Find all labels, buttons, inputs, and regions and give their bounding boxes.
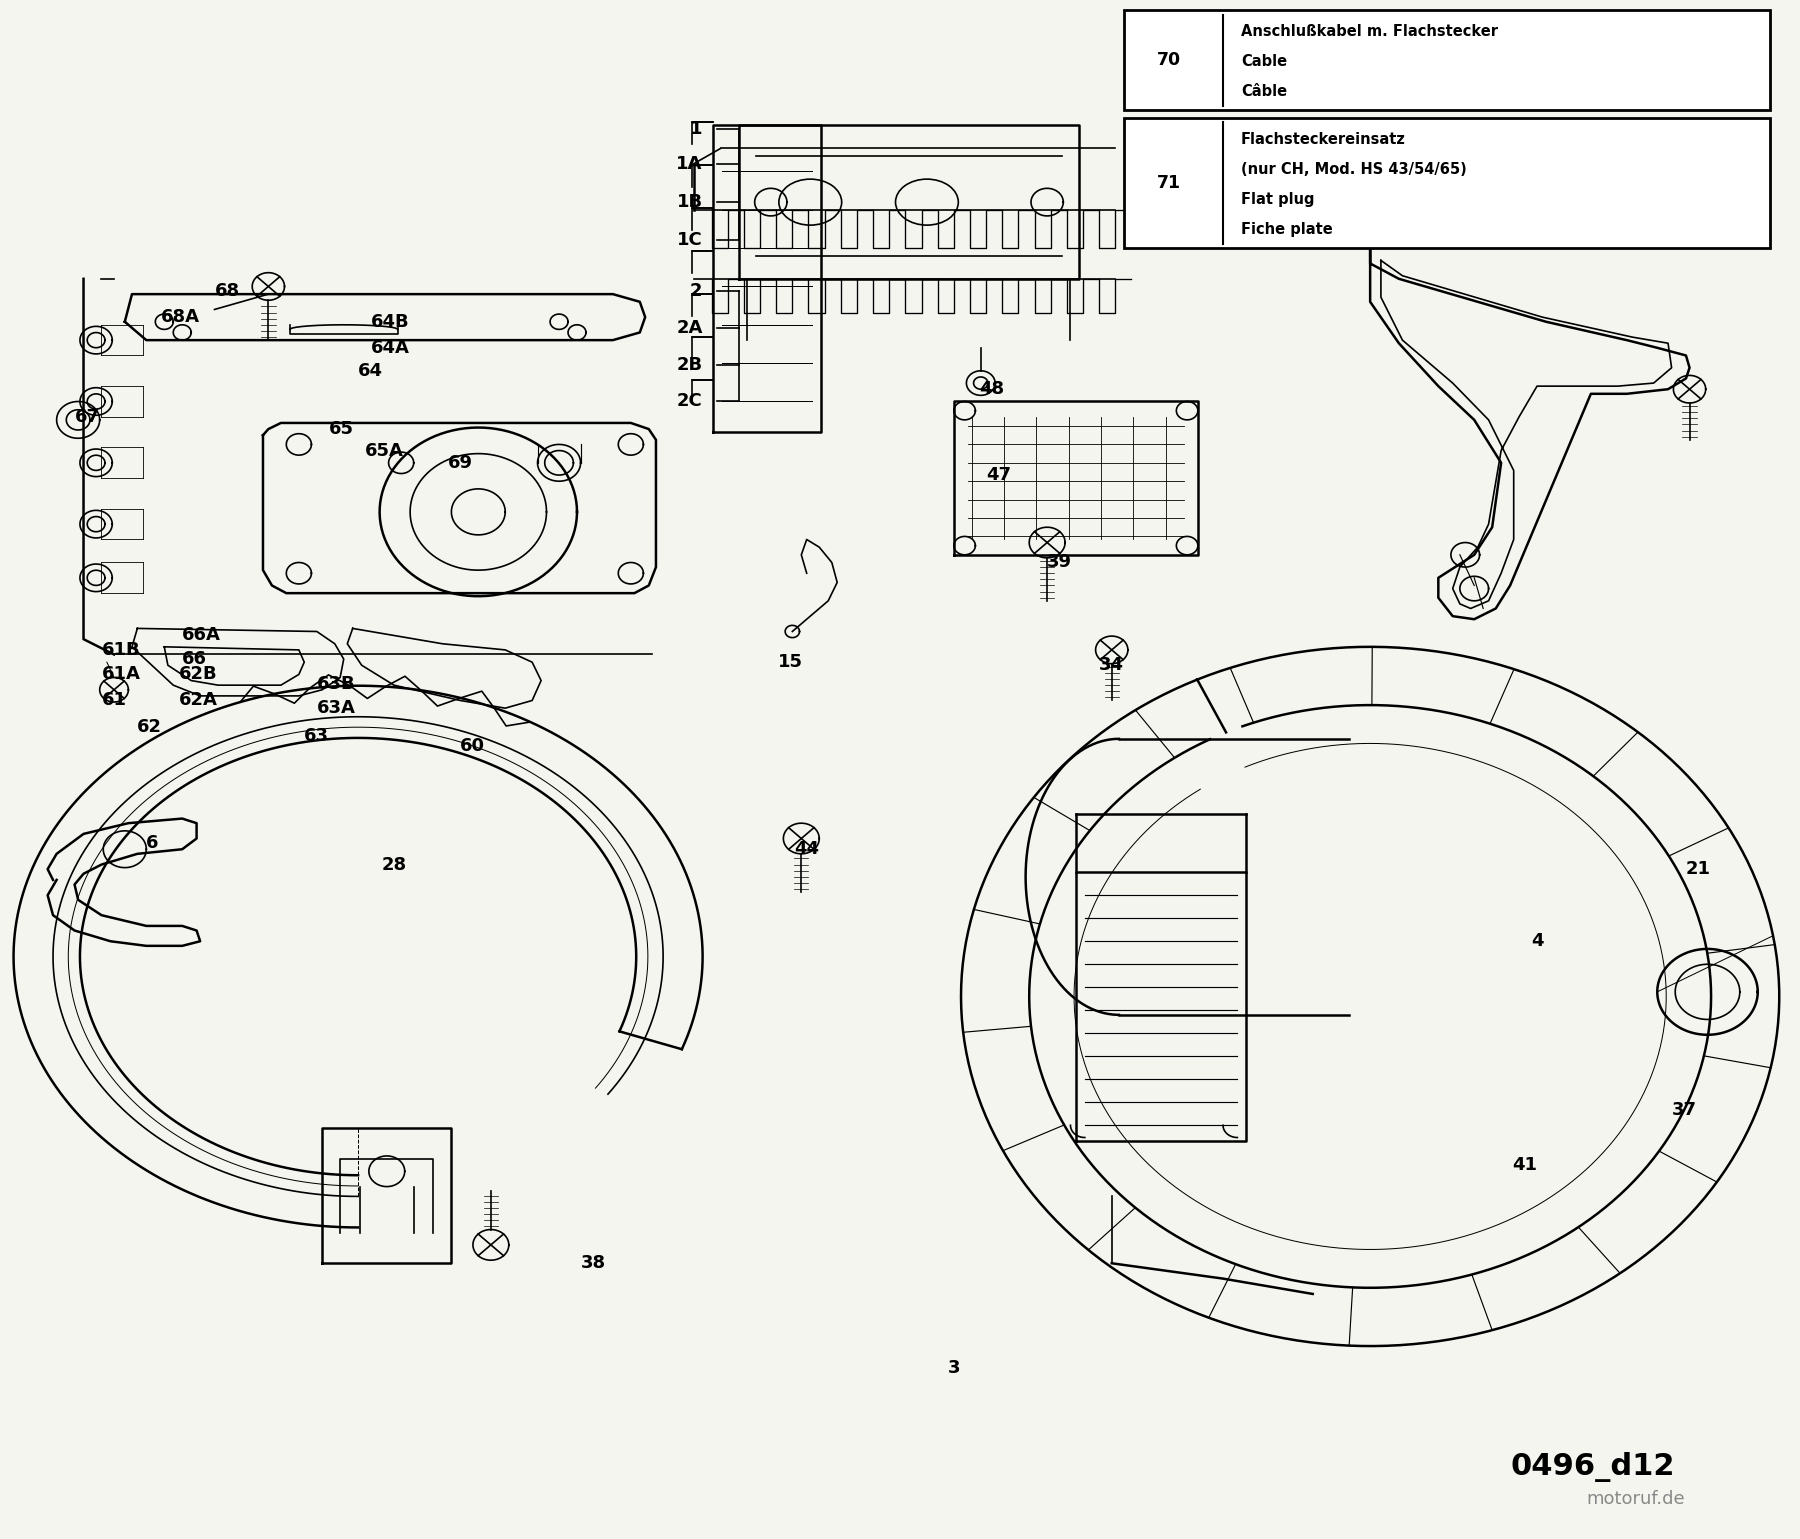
Text: Câble: Câble <box>1240 85 1287 100</box>
Text: 3: 3 <box>947 1359 959 1376</box>
Text: 6: 6 <box>146 834 158 853</box>
Text: 65A: 65A <box>365 442 405 460</box>
Text: 64B: 64B <box>371 312 409 331</box>
Bar <box>1125 119 1771 248</box>
Text: (nur CH, Mod. HS 43/54/65): (nur CH, Mod. HS 43/54/65) <box>1240 162 1467 177</box>
Text: 21: 21 <box>1687 860 1712 879</box>
Text: 2: 2 <box>689 282 702 300</box>
Text: 60: 60 <box>461 737 486 756</box>
Text: 65: 65 <box>329 420 355 439</box>
Text: 68: 68 <box>214 282 239 300</box>
Text: 63A: 63A <box>317 699 356 717</box>
Text: 1A: 1A <box>677 155 702 172</box>
Text: 66: 66 <box>182 649 207 668</box>
Text: 63: 63 <box>304 726 329 745</box>
Text: 71: 71 <box>1157 174 1181 192</box>
Text: 2A: 2A <box>677 319 702 337</box>
Text: motoruf.de: motoruf.de <box>1586 1490 1685 1508</box>
Text: 68A: 68A <box>160 308 200 326</box>
Text: 61: 61 <box>101 691 126 709</box>
Text: 2C: 2C <box>677 392 702 411</box>
Text: 28: 28 <box>382 856 407 874</box>
Text: 70: 70 <box>1157 51 1181 69</box>
Text: 67: 67 <box>74 408 99 426</box>
Text: 41: 41 <box>1512 1156 1537 1174</box>
Text: 0496_d12: 0496_d12 <box>1510 1453 1676 1482</box>
Text: 62B: 62B <box>178 665 218 683</box>
Text: 34: 34 <box>1100 656 1125 674</box>
Text: Anschlußkabel m. Flachstecker: Anschlußkabel m. Flachstecker <box>1240 25 1498 38</box>
Text: 61B: 61B <box>101 640 140 659</box>
Text: 39: 39 <box>1048 554 1073 571</box>
Text: 48: 48 <box>979 380 1004 399</box>
Text: 38: 38 <box>581 1254 607 1273</box>
Text: Fiche plate: Fiche plate <box>1240 223 1332 237</box>
Text: 4: 4 <box>1532 933 1544 950</box>
Text: 64A: 64A <box>371 339 410 357</box>
Text: 15: 15 <box>778 653 803 671</box>
Text: 62A: 62A <box>178 691 218 709</box>
Text: 47: 47 <box>986 466 1012 485</box>
Text: Flachsteckereinsatz: Flachsteckereinsatz <box>1240 131 1406 146</box>
Text: 66A: 66A <box>182 625 221 643</box>
Text: 2B: 2B <box>677 356 702 374</box>
Text: Flat plug: Flat plug <box>1240 192 1314 208</box>
Text: 1B: 1B <box>677 192 702 211</box>
Text: Cable: Cable <box>1240 54 1287 69</box>
Text: 37: 37 <box>1672 1100 1697 1119</box>
Text: 1C: 1C <box>677 231 702 249</box>
Text: 61A: 61A <box>101 665 140 683</box>
Text: 69: 69 <box>448 454 473 472</box>
Text: 63B: 63B <box>317 674 355 693</box>
Text: 1: 1 <box>689 120 702 137</box>
Bar <box>1125 11 1771 111</box>
Text: 62: 62 <box>137 717 162 736</box>
Text: 44: 44 <box>794 840 819 859</box>
Text: 64: 64 <box>358 362 383 380</box>
